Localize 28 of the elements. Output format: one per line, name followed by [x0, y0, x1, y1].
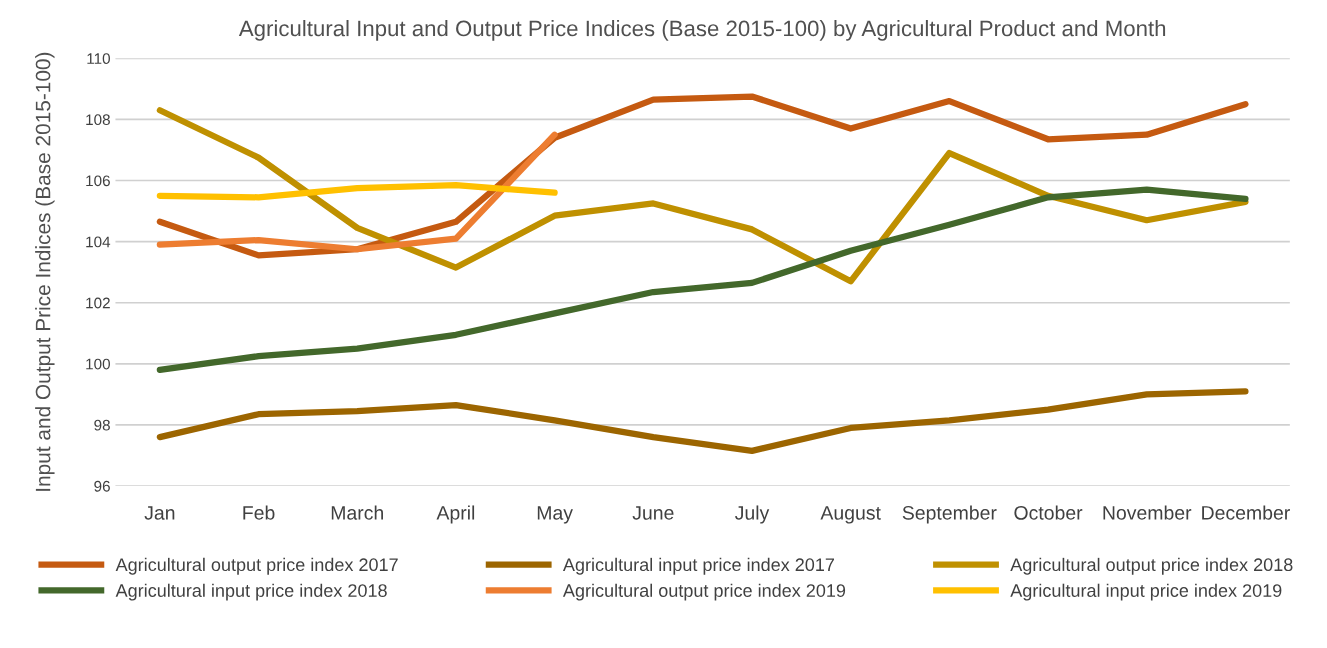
y-tick-label: 100: [86, 358, 110, 370]
x-tick-label: June: [632, 506, 674, 520]
y-tick-label: 110: [87, 53, 110, 65]
y-tick-label: 108: [86, 114, 110, 126]
x-tick-label: April: [436, 505, 475, 524]
x-tick-label: October: [1014, 505, 1083, 520]
x-tick-label: May: [537, 506, 573, 524]
x-tick-label: September: [902, 505, 997, 524]
x-tick-label: Jan: [144, 506, 175, 520]
x-tick-label: July: [735, 505, 770, 524]
y-axis-title: Input and Output Price Indices (Base 2015-100): [35, 52, 55, 491]
legend-label: Agricultural output price index 2018: [1010, 557, 1293, 575]
y-tick-label: 104: [86, 236, 111, 248]
legend-label: Agricultural output price index 2017: [115, 557, 398, 575]
y-tick-label: 106: [86, 175, 110, 187]
x-tick-label: December: [1202, 505, 1290, 520]
y-tick-label: 98: [94, 419, 110, 431]
legend-label: Agricultural input price index 2017: [562, 557, 835, 575]
legend-label: Agricultural output price index 2019: [562, 583, 846, 601]
x-tick-label: March: [331, 505, 383, 520]
chart-title: Agricultural Input and Output Price Indices (Base 2015-100) by Agricultural Product and Month: [238, 19, 1166, 41]
x-tick-label: November: [1103, 505, 1192, 520]
legend-label: Agricultural input price index 2019: [1010, 583, 1282, 601]
legend-label: Agricultural input price index 2018: [115, 583, 387, 601]
x-tick-label: Feb: [243, 505, 275, 520]
y-tick-label: 96: [94, 480, 110, 492]
y-tick-label: 102: [86, 297, 110, 309]
x-tick-label: August: [820, 506, 881, 524]
